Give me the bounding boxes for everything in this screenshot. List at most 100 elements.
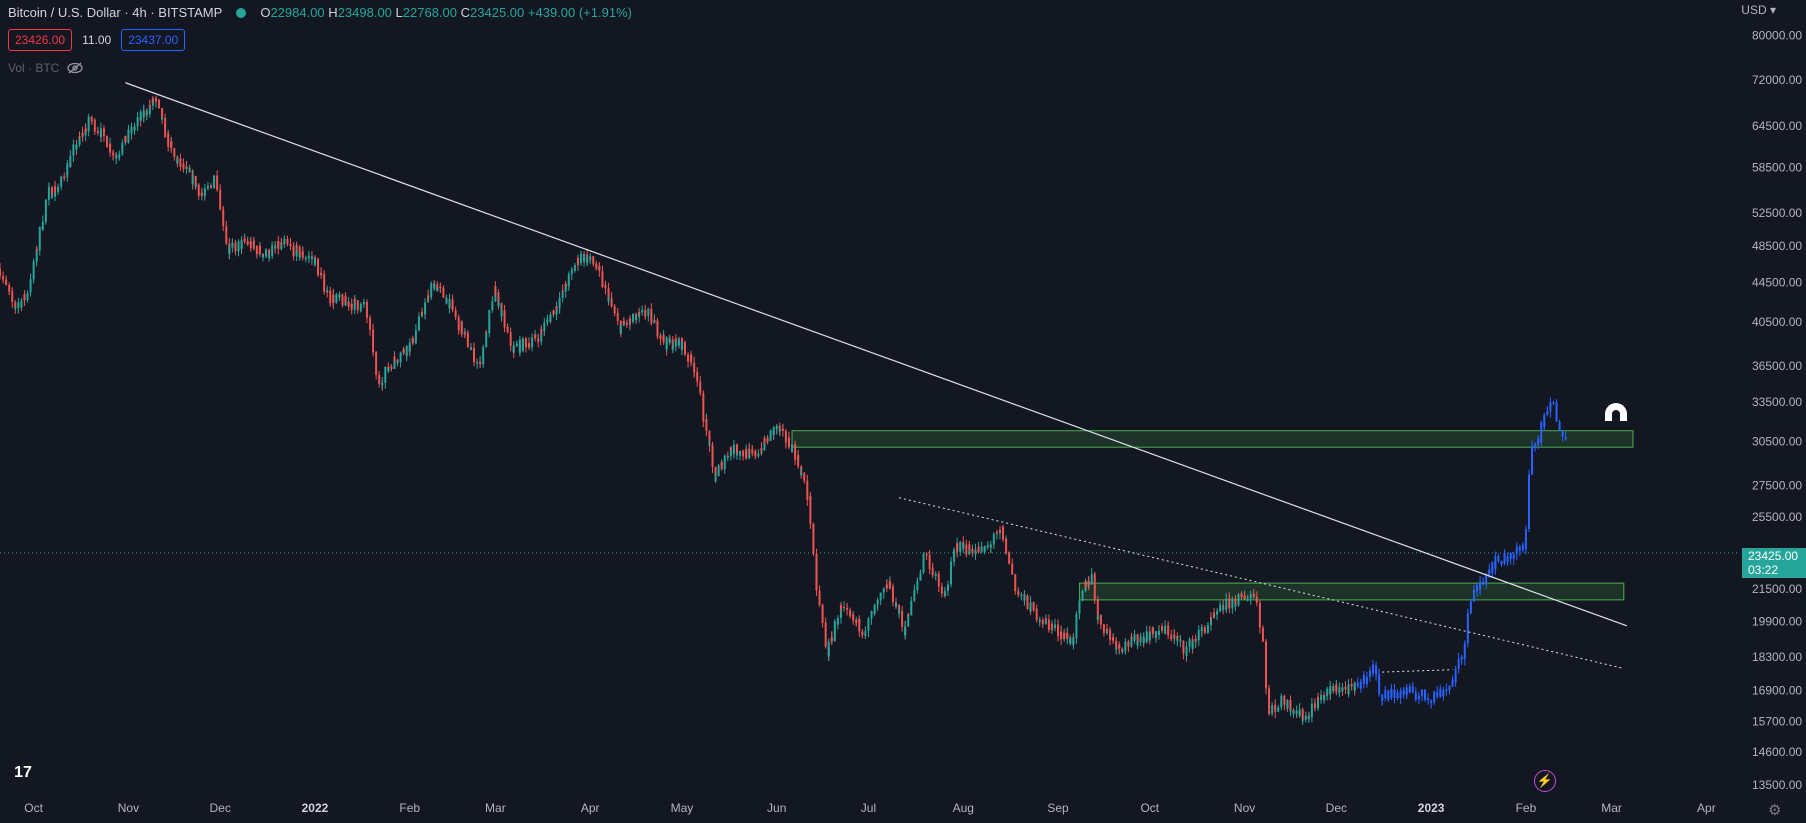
candle-body — [515, 344, 518, 346]
candle-body — [164, 122, 167, 138]
candle-body — [769, 432, 772, 441]
lightning-icon[interactable]: ⚡ — [1534, 770, 1556, 792]
candle-body — [197, 184, 200, 188]
candle-body — [641, 309, 644, 311]
candle-body — [882, 587, 885, 592]
candle-body — [815, 573, 818, 591]
x-tick-label: Apr — [1697, 801, 1716, 815]
candle-body — [1096, 617, 1099, 620]
y-tick-label: 36500.00 — [1752, 359, 1802, 373]
candle-body — [592, 262, 595, 264]
candle-body — [298, 246, 301, 257]
candle-body — [1047, 619, 1050, 623]
candle-body — [335, 297, 338, 303]
candle-body — [1115, 648, 1118, 650]
candle-body — [1436, 691, 1439, 696]
trade-buttons: 23426.00 11.00 23437.00 — [8, 29, 186, 51]
settings-gear-icon[interactable]: ⚙ — [1768, 802, 1782, 819]
candle-body — [225, 226, 228, 235]
candle-body — [1304, 715, 1307, 718]
candle-body — [1020, 594, 1023, 596]
candle-body — [561, 290, 564, 292]
candle-body — [213, 175, 216, 183]
buy-button[interactable]: 23437.00 — [121, 29, 186, 51]
candle-body — [1145, 631, 1148, 642]
candle-body — [531, 337, 534, 343]
candle-body — [1255, 598, 1258, 603]
candle-body — [268, 255, 271, 258]
candle-body — [54, 186, 57, 192]
change-value: +439.00 (+1.91%) — [527, 5, 632, 20]
candle-body — [197, 187, 200, 196]
candle-body — [1136, 634, 1139, 646]
candle-body — [20, 300, 23, 308]
candle-body — [570, 269, 573, 272]
candle-body — [66, 163, 69, 176]
candle-body — [662, 334, 665, 343]
candle-body — [885, 584, 888, 589]
candle-body — [674, 338, 677, 347]
candle-body — [384, 366, 387, 374]
candle-body — [50, 196, 53, 198]
candle-body — [1246, 598, 1249, 601]
candle-body — [1084, 580, 1087, 588]
candle-body — [680, 342, 683, 350]
magnet-icon[interactable] — [1601, 400, 1631, 430]
candle-body — [687, 356, 690, 362]
y-tick-label: 15700.00 — [1752, 714, 1802, 728]
candle-body — [797, 455, 800, 467]
candle-body — [683, 349, 686, 355]
volume-indicator[interactable]: Vol · BTC — [8, 61, 84, 75]
candle-body — [219, 194, 222, 210]
candle-body — [295, 245, 298, 257]
candle-body — [1038, 620, 1041, 622]
candle-body — [414, 330, 417, 339]
candle-body — [959, 541, 962, 552]
candle-body — [433, 284, 436, 289]
candle-body — [995, 532, 998, 534]
candle-body — [1268, 710, 1271, 714]
candle-body — [1521, 545, 1524, 551]
solid-trendline — [125, 82, 1628, 627]
candle-body — [1524, 529, 1527, 550]
candle-body — [1072, 638, 1075, 645]
currency-selector[interactable]: USD ▾ — [1741, 3, 1776, 17]
candle-body — [1549, 402, 1552, 411]
candle-body — [417, 316, 420, 326]
candle-body — [910, 600, 913, 604]
candle-body — [1063, 632, 1066, 639]
candle-body — [1130, 636, 1133, 638]
candle-body — [1203, 629, 1206, 633]
candle-body — [836, 618, 839, 625]
candle-body — [549, 314, 552, 322]
symbol-title[interactable]: Bitcoin / U.S. Dollar · 4h · BITSTAMP — [8, 5, 223, 20]
candle-body — [1488, 569, 1491, 573]
candle-body — [1005, 538, 1008, 554]
candle-body — [1350, 684, 1353, 687]
candle-body — [1564, 436, 1567, 440]
candle-body — [93, 120, 96, 132]
sell-button[interactable]: 23426.00 — [8, 29, 73, 51]
candle-body — [1139, 636, 1142, 638]
candle-body — [937, 578, 940, 587]
candle-body — [1081, 595, 1084, 601]
candle-body — [699, 383, 702, 394]
candle-body — [1286, 700, 1289, 709]
candle-body — [1561, 433, 1564, 437]
eye-hidden-icon[interactable] — [67, 62, 84, 74]
candle-body — [919, 574, 922, 581]
candle-body — [812, 523, 815, 542]
candle-body — [772, 427, 775, 435]
candle-body — [1414, 696, 1417, 700]
candle-body — [231, 242, 234, 246]
tradingview-logo-icon[interactable]: 17 — [6, 760, 40, 786]
candle-body — [390, 366, 393, 369]
high-value: 23498.00 — [337, 5, 392, 20]
candle-body — [106, 145, 109, 148]
candle-body — [1154, 631, 1157, 638]
candle-body — [598, 265, 601, 272]
candle-body — [44, 199, 47, 208]
candle-body — [711, 453, 714, 467]
candle-body — [463, 331, 466, 333]
